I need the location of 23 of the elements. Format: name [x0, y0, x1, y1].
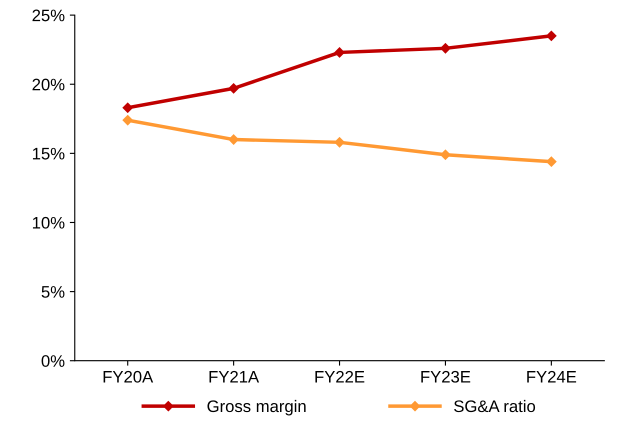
point — [546, 156, 556, 167]
point — [334, 137, 345, 148]
x-tick-label: FY21A — [210, 370, 260, 383]
point — [546, 30, 556, 41]
point — [122, 115, 133, 126]
point — [228, 134, 239, 145]
x-tick-label: FY23E — [421, 370, 470, 383]
y-tick-label: 0% — [42, 355, 64, 367]
y-tick-label: 20% — [32, 78, 64, 90]
legend-label: Gross margin — [207, 400, 306, 416]
y-tick-label: 15% — [32, 148, 64, 160]
y-tick-label: 5% — [42, 286, 64, 298]
x-tick-label: FY22E — [315, 370, 364, 383]
point — [440, 150, 451, 160]
point — [334, 47, 345, 58]
y-tick-label: 25% — [32, 10, 64, 22]
legend-label: SG&A ratio — [454, 400, 536, 412]
point — [440, 43, 451, 54]
point — [122, 102, 133, 113]
x-tick-label: FY20A — [104, 370, 154, 383]
point — [228, 83, 239, 94]
x-tick-label: FY24E — [527, 370, 576, 383]
y-tick-label: 10% — [32, 216, 64, 229]
